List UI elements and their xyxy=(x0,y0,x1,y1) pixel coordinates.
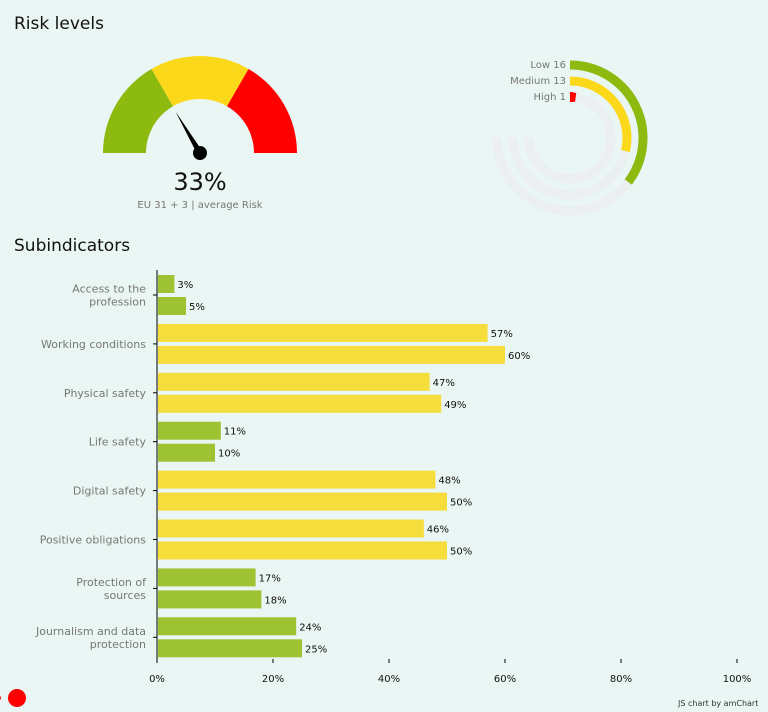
radial-label-medium: Medium 13 xyxy=(510,76,566,87)
indicator-dot[interactable] xyxy=(8,689,26,707)
radial-label-high: High 1 xyxy=(533,92,566,103)
x-tick-label: 80% xyxy=(610,674,632,685)
gauge-needle xyxy=(175,111,203,155)
gauge-caption: EU 31 + 3 | average Risk xyxy=(137,200,263,211)
category-label: Physical safety xyxy=(64,387,147,400)
bar-4-1 xyxy=(158,492,447,511)
bar-2-1 xyxy=(158,394,442,413)
bar-3-1 xyxy=(158,443,215,462)
radial-arc-0 xyxy=(569,60,648,185)
bar-value-label: 46% xyxy=(427,525,449,536)
bar-5-0 xyxy=(158,519,424,538)
bar-1-1 xyxy=(158,345,505,364)
category-label: Positive obligations xyxy=(40,534,147,547)
bar-value-label: 50% xyxy=(450,547,472,558)
bar-7-1 xyxy=(158,639,302,658)
x-tick-label: 100% xyxy=(723,674,752,685)
bar-6-0 xyxy=(158,568,256,587)
bar-value-label: 18% xyxy=(264,595,286,606)
subindicators-title: Subindicators xyxy=(14,236,131,256)
bar-value-label: 17% xyxy=(259,573,281,584)
category-label: Working conditions xyxy=(41,338,146,351)
category-label: Journalism and data protection xyxy=(35,625,146,651)
bar-2-0 xyxy=(158,372,430,391)
category-label: Digital safety xyxy=(73,485,147,498)
bar-7-0 xyxy=(158,617,297,636)
bar-4-0 xyxy=(158,470,436,489)
bar-value-label: 49% xyxy=(444,400,466,411)
x-tick-label: 20% xyxy=(262,674,284,685)
x-tick-label: 40% xyxy=(378,674,400,685)
bar-value-label: 10% xyxy=(218,449,240,460)
bar-value-label: 5% xyxy=(189,302,205,313)
gauge-hub xyxy=(193,146,207,160)
bar-value-label: 57% xyxy=(491,329,513,340)
bar-value-label: 11% xyxy=(224,427,246,438)
chart-credit[interactable]: JS chart by amCharts xyxy=(678,699,758,708)
bar-value-label: 60% xyxy=(508,351,530,362)
risk-gauge xyxy=(103,56,297,160)
bar-5-1 xyxy=(158,541,447,560)
radial-label-low: Low 16 xyxy=(530,60,566,71)
bar-value-label: 25% xyxy=(305,644,327,655)
risk-levels-title: Risk levels xyxy=(14,14,104,34)
bar-1-0 xyxy=(158,323,488,342)
bar-value-label: 50% xyxy=(450,498,472,509)
subindicators-bar-chart: 3% 5% Access to the profession 57% 60% Working… xyxy=(35,270,752,685)
bar-0-1 xyxy=(158,297,186,315)
bar-value-label: 47% xyxy=(433,378,455,389)
gauge-value: 33% xyxy=(173,168,227,196)
gauge-band-low xyxy=(103,68,173,153)
radial-arc-1 xyxy=(569,76,632,153)
gauge-band-high xyxy=(227,68,297,153)
bar-6-1 xyxy=(158,590,262,609)
bar-value-label: 24% xyxy=(299,622,321,633)
bar-0-0 xyxy=(158,275,175,293)
bar-3-0 xyxy=(158,421,221,440)
indicator-dot-edge xyxy=(0,696,1,700)
x-tick-label: 60% xyxy=(494,674,516,685)
category-label: Access to the profession xyxy=(72,283,146,309)
radial-risk-chart xyxy=(492,60,648,216)
radial-arc-tick-2 xyxy=(570,92,573,102)
bar-value-label: 48% xyxy=(438,476,460,487)
x-tick-label: 0% xyxy=(149,674,165,685)
category-label: Life safety xyxy=(89,436,147,449)
gauge-band-medium xyxy=(151,56,249,107)
bar-value-label: 3% xyxy=(177,280,193,291)
category-label: Protection of sources xyxy=(76,576,147,602)
radial-track xyxy=(524,92,616,184)
